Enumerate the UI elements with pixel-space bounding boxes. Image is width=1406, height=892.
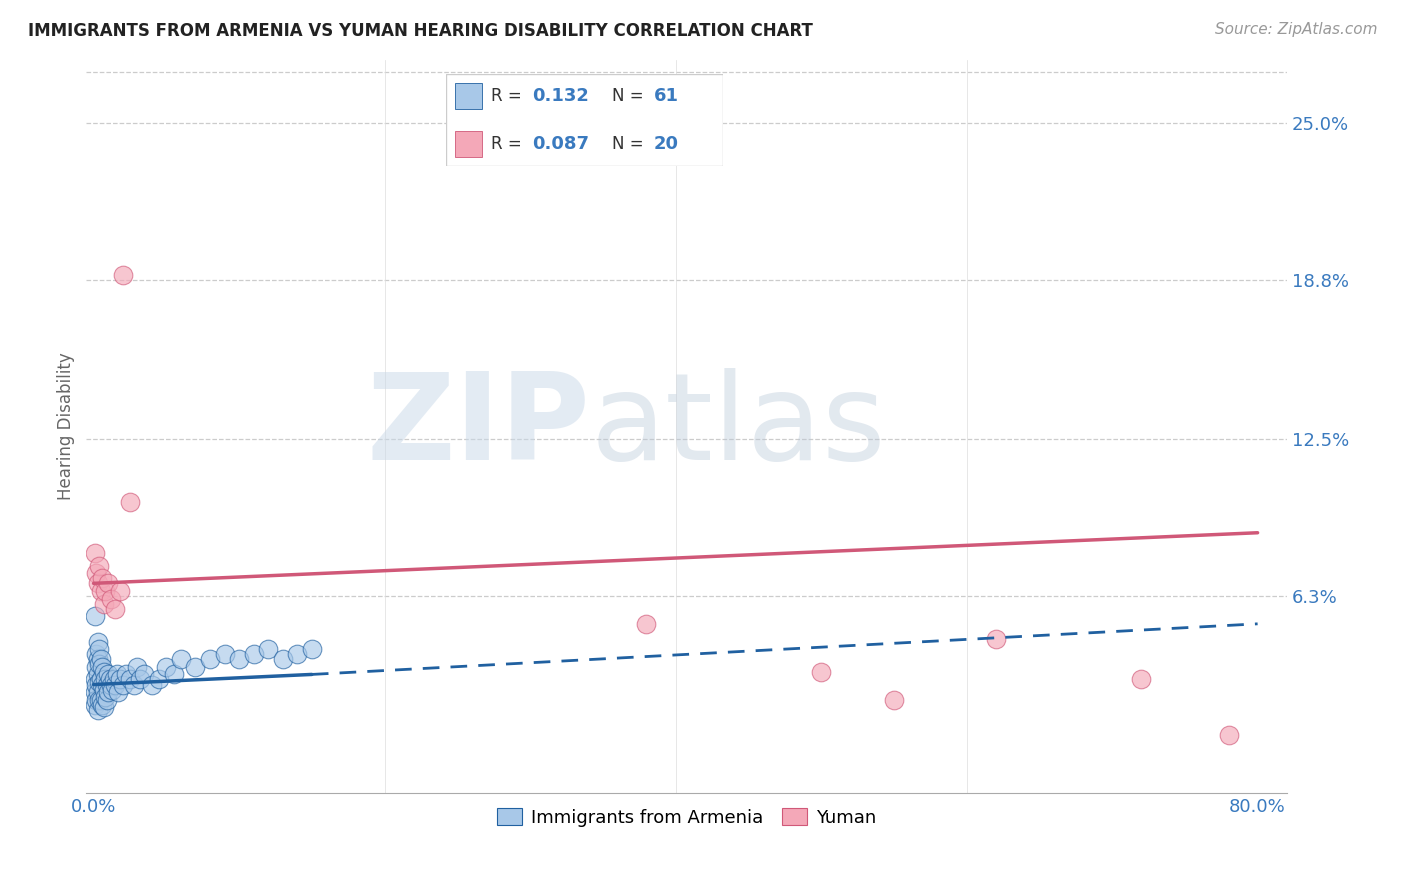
- Point: [93, 700, 115, 714]
- Point: [97, 667, 120, 681]
- Point: [90, 673, 112, 687]
- Point: [89, 692, 111, 706]
- Point: [87, 667, 110, 681]
- Point: [91, 677, 114, 691]
- Point: [184, 660, 207, 674]
- Point: [103, 673, 125, 687]
- Point: [96, 692, 118, 706]
- Point: [101, 682, 124, 697]
- Text: Source: ZipAtlas.com: Source: ZipAtlas.com: [1215, 22, 1378, 37]
- Point: [89, 657, 111, 672]
- Legend: Immigrants from Armenia, Yuman: Immigrants from Armenia, Yuman: [488, 799, 886, 836]
- Point: [242, 647, 264, 661]
- Point: [86, 647, 108, 661]
- Point: [84, 698, 107, 712]
- Point: [94, 583, 117, 598]
- Point: [90, 583, 112, 598]
- Point: [285, 647, 308, 661]
- Point: [84, 609, 107, 624]
- Point: [86, 566, 108, 581]
- Point: [84, 673, 107, 687]
- Point: [111, 677, 134, 691]
- Point: [91, 571, 114, 585]
- Point: [134, 667, 156, 681]
- Point: [91, 698, 114, 712]
- Point: [89, 675, 111, 690]
- Point: [94, 673, 117, 687]
- Point: [114, 667, 136, 681]
- Point: [86, 677, 108, 691]
- Point: [984, 632, 1007, 646]
- Point: [105, 667, 128, 681]
- Point: [111, 268, 134, 282]
- Point: [91, 660, 114, 674]
- Point: [1218, 728, 1240, 742]
- Point: [198, 652, 221, 666]
- Point: [90, 652, 112, 666]
- Text: IMMIGRANTS FROM ARMENIA VS YUMAN HEARING DISABILITY CORRELATION CHART: IMMIGRANTS FROM ARMENIA VS YUMAN HEARING…: [28, 22, 813, 40]
- Point: [129, 673, 152, 687]
- Point: [87, 652, 110, 666]
- Point: [118, 495, 141, 509]
- Point: [84, 685, 107, 699]
- Point: [90, 692, 112, 706]
- Point: [108, 673, 131, 687]
- Point: [84, 546, 107, 560]
- Point: [636, 616, 658, 631]
- Y-axis label: Hearing Disability: Hearing Disability: [58, 352, 75, 500]
- Point: [141, 677, 163, 691]
- Point: [89, 642, 111, 657]
- Point: [810, 665, 832, 679]
- Point: [104, 677, 127, 691]
- Point: [89, 558, 111, 573]
- Point: [271, 652, 294, 666]
- Point: [93, 597, 115, 611]
- Point: [98, 673, 121, 687]
- Point: [86, 660, 108, 674]
- Point: [257, 642, 280, 657]
- Point: [162, 667, 184, 681]
- Text: atlas: atlas: [591, 368, 886, 485]
- Point: [1130, 673, 1153, 687]
- Point: [86, 692, 108, 706]
- Point: [87, 634, 110, 648]
- Point: [87, 576, 110, 591]
- Point: [127, 660, 149, 674]
- Point: [97, 685, 120, 699]
- Text: ZIP: ZIP: [367, 368, 591, 485]
- Point: [96, 677, 118, 691]
- Point: [87, 685, 110, 699]
- Point: [118, 673, 141, 687]
- Point: [170, 652, 193, 666]
- Point: [214, 647, 236, 661]
- Point: [100, 677, 122, 691]
- Point: [301, 642, 323, 657]
- Point: [97, 576, 120, 591]
- Point: [100, 591, 122, 606]
- Point: [148, 673, 170, 687]
- Point: [124, 677, 146, 691]
- Point: [87, 703, 110, 717]
- Point: [883, 692, 905, 706]
- Point: [155, 660, 177, 674]
- Point: [108, 583, 131, 598]
- Point: [93, 682, 115, 697]
- Point: [104, 601, 127, 615]
- Point: [93, 665, 115, 679]
- Point: [107, 685, 129, 699]
- Point: [228, 652, 250, 666]
- Point: [94, 690, 117, 705]
